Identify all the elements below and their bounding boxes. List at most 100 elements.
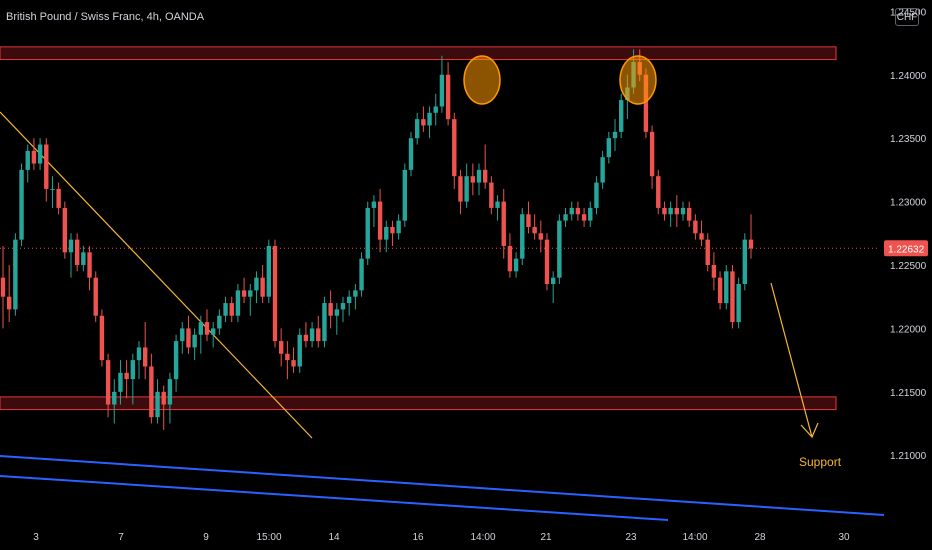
candle-body (588, 207, 593, 221)
candle (297, 328, 302, 373)
time-tick-label: 21 (540, 532, 552, 543)
candle (223, 296, 228, 323)
candle (161, 385, 166, 430)
candle-body (600, 157, 605, 183)
candle (229, 296, 234, 323)
channel-line-lower[interactable] (0, 475, 669, 521)
candle (272, 239, 278, 348)
double-top-circle-1[interactable] (463, 55, 501, 105)
candle (334, 303, 340, 335)
candle-body (384, 226, 389, 240)
candle-body (439, 74, 445, 107)
candle (37, 138, 43, 170)
candle (730, 265, 735, 329)
candle (544, 233, 550, 291)
candle (402, 163, 408, 227)
candle-body (124, 372, 129, 380)
support-zone[interactable] (0, 396, 837, 411)
candle-body (235, 290, 241, 316)
candle (470, 163, 476, 196)
candle-body (699, 233, 704, 240)
candle-body (421, 119, 426, 126)
candle (575, 201, 581, 221)
candle-body (445, 74, 451, 120)
price-axis[interactable]: 1.24500 1.24000 1.23500 1.23000 1.22500 1.220… (884, 7, 928, 462)
candle (112, 379, 117, 424)
candle-body (112, 391, 117, 405)
channel-line-upper[interactable] (0, 455, 885, 516)
candle-body (742, 239, 748, 285)
candle-body (662, 207, 667, 215)
double-top-circle-2[interactable] (619, 55, 657, 105)
candle (6, 265, 12, 323)
candle (124, 360, 129, 399)
candle (149, 353, 154, 424)
time-axis[interactable]: 3 7 9 15:00 14 16 14:00 21 23 14:00 28 30 (33, 532, 850, 543)
candle (260, 265, 265, 304)
candle (674, 195, 680, 227)
candle-body (272, 245, 278, 342)
projection-arrow[interactable] (770, 282, 813, 438)
candle-body (248, 290, 253, 297)
candle-body (210, 328, 216, 335)
candle-body (557, 220, 562, 278)
candle (606, 131, 612, 164)
candle (25, 144, 30, 183)
candle (686, 201, 692, 227)
candle (557, 214, 562, 285)
candle-body (390, 226, 395, 234)
candle-body (291, 360, 296, 367)
candle-body (161, 391, 166, 405)
candle (724, 265, 729, 310)
candle-body (254, 277, 259, 291)
candle-body (489, 182, 494, 208)
candle (445, 62, 451, 126)
candle-body (241, 290, 247, 297)
candle (656, 169, 661, 215)
overlays-layer (463, 55, 819, 439)
price-tick-label: 1.24000 (890, 71, 927, 82)
resistance-zone[interactable] (0, 46, 837, 61)
candle-body (346, 296, 352, 304)
candle-body (19, 169, 24, 240)
candle-body (464, 176, 469, 202)
candle (248, 284, 253, 316)
candle (0, 245, 6, 329)
candle-body (87, 252, 92, 278)
time-tick-label: 15:00 (256, 532, 281, 543)
candle (56, 182, 61, 215)
candle (142, 322, 148, 380)
candle-body (538, 233, 544, 240)
candle-body (563, 214, 568, 221)
candle (384, 220, 389, 253)
downtrend-line[interactable] (0, 111, 313, 439)
candle-body (180, 328, 185, 342)
candle-body (544, 239, 550, 285)
candle (322, 296, 327, 348)
candle-body (452, 119, 457, 177)
candle-body (278, 341, 284, 354)
current-price-badge[interactable] (884, 240, 928, 257)
candle (210, 322, 216, 348)
candle-body (316, 328, 321, 342)
candle (538, 220, 544, 253)
candle-body (680, 207, 686, 215)
time-tick-label: 30 (838, 532, 850, 543)
candle (254, 271, 259, 304)
candle-body (149, 366, 154, 418)
candle-body (297, 334, 302, 367)
candle-body (748, 239, 754, 249)
candle-body (371, 201, 377, 208)
candle-body (50, 188, 55, 190)
candle (365, 201, 370, 265)
candle (680, 201, 686, 221)
candle-body (414, 119, 420, 139)
candle-body (550, 277, 556, 285)
candle (662, 201, 667, 221)
candle-body (155, 391, 160, 418)
candle-body (520, 214, 525, 259)
price-tick-label: 1.23500 (890, 134, 927, 145)
currency-button[interactable]: CHF (895, 8, 919, 26)
candle (186, 315, 191, 354)
